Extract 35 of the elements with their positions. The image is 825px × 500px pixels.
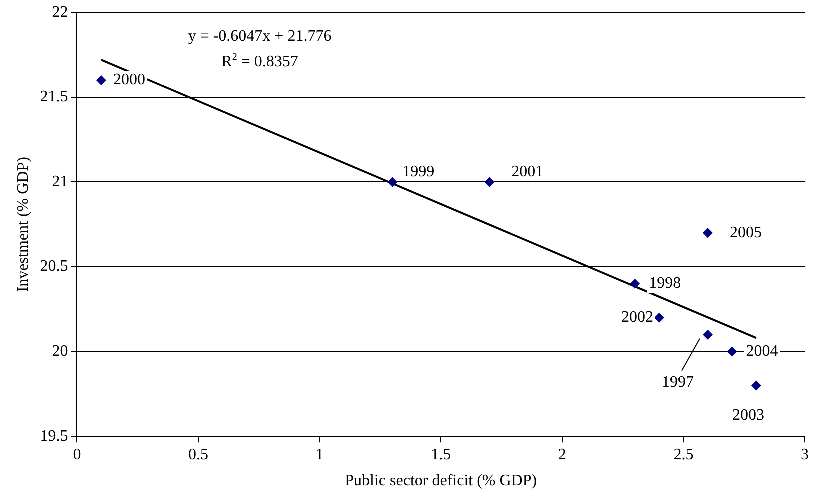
- x-tick-label: 2.5: [674, 446, 694, 464]
- annotation: R$^{2}$ = 0.8357: [220, 52, 300, 72]
- y-tick-label: 22: [52, 4, 68, 21]
- annotation: 1998: [649, 275, 682, 292]
- x-tick-label: 2: [558, 446, 566, 464]
- x-axis-title: Public sector deficit (% GDP): [345, 472, 538, 490]
- y-axis-title: Investment (% GDP): [14, 157, 32, 292]
- x-tick-label: 0.5: [188, 446, 208, 464]
- y-tick-label: 21.5: [40, 88, 68, 106]
- x-tick-label: 3: [801, 446, 809, 464]
- annotation: 2003: [732, 406, 764, 424]
- annotation: 2001: [512, 163, 544, 180]
- point: [388, 177, 398, 188]
- x-tick-label: 0: [73, 446, 82, 464]
- y-tick-label: 20: [52, 343, 68, 360]
- annotation: 2002: [621, 309, 654, 326]
- y-tick-label: 21: [52, 173, 68, 190]
- y-tick-label: 20.5: [40, 258, 68, 276]
- x-tick-label: 1: [316, 446, 324, 464]
- point: [751, 380, 762, 391]
- point: [702, 228, 713, 238]
- point: [727, 346, 738, 357]
- point: [702, 330, 713, 340]
- point: [96, 75, 106, 86]
- point: [654, 312, 664, 323]
- annotation: y = -0.6047x + 21.776: [187, 28, 333, 46]
- point: [484, 177, 495, 188]
- annotation: 1999: [402, 163, 435, 180]
- y-tick-label: 19.5: [40, 428, 68, 445]
- annotation: 2004: [746, 343, 778, 360]
- annotation: 2000: [113, 72, 146, 89]
- annotation: 1997: [662, 374, 694, 392]
- x-tick-label: 1.5: [431, 446, 452, 464]
- point: [630, 278, 640, 289]
- annotation: 2005: [730, 224, 762, 242]
